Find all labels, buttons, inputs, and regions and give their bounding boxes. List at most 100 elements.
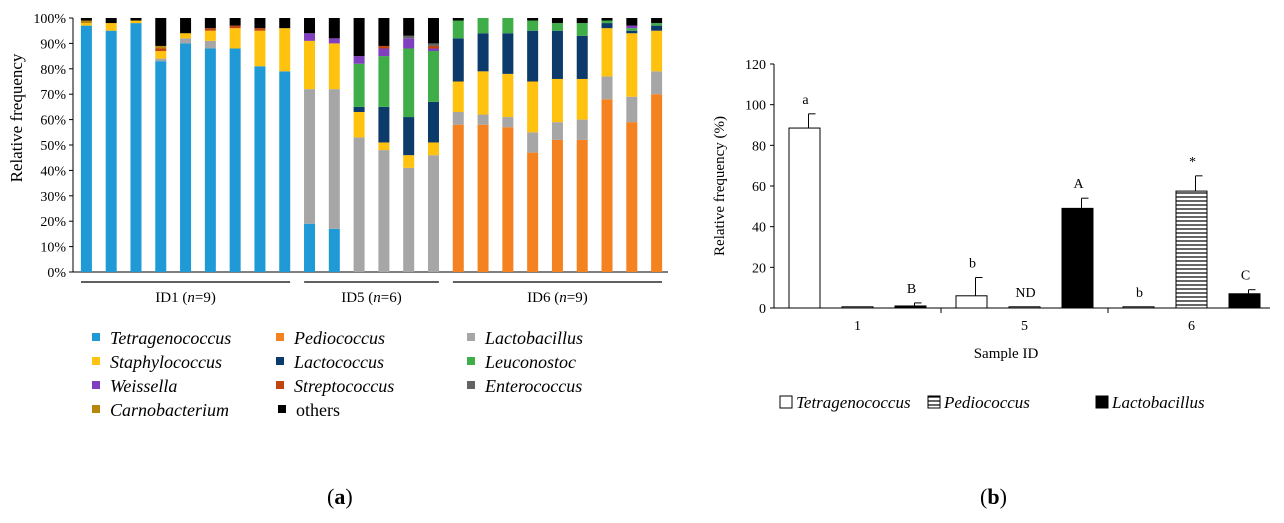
group-labels-a: ID1 (n=9) ID5 (n=6) ID6 (n=9) xyxy=(81,281,662,306)
bar-segment-staphylococcus xyxy=(403,155,415,168)
x-axis-label-b: Sample ID xyxy=(974,346,1039,362)
bar-segment-pediococcus xyxy=(551,139,563,272)
sample-bar xyxy=(502,18,514,272)
x-tick-label-b: 1 xyxy=(854,319,861,334)
bar-segment-staphylococcus xyxy=(551,78,563,123)
bar-segment-others xyxy=(626,18,638,26)
sample-bar xyxy=(403,18,415,272)
bar-segment-streptococcus xyxy=(229,25,241,29)
bar-segment-pediococcus xyxy=(601,99,613,272)
sample-bar xyxy=(427,18,439,272)
bar-segment-staphylococcus xyxy=(527,81,539,133)
sample-bar xyxy=(130,18,142,272)
sample-bar xyxy=(551,18,563,272)
significance-label: C xyxy=(1241,269,1250,284)
bar-segment-leuconostoc xyxy=(502,18,514,34)
legend-item-pediococcus: Pediococcus xyxy=(927,393,1030,412)
legend-label: Staphylococcus xyxy=(110,352,222,372)
x-tick-label-b: 6 xyxy=(1188,319,1195,334)
bar-segment-staphylococcus xyxy=(204,30,216,41)
bar-segment-lactococcus xyxy=(576,35,588,79)
legend-swatch xyxy=(467,357,475,365)
legend-swatch xyxy=(467,381,475,389)
y-tick-label-a: 50% xyxy=(40,139,66,154)
bar-segment-pediococcus xyxy=(651,94,663,272)
bar-segment-leuconostoc xyxy=(403,48,415,118)
y-tick-label-a: 10% xyxy=(40,241,66,256)
bar-segment-tetragenococcus xyxy=(254,66,266,272)
legend-item-streptococcus: Streptococcus xyxy=(276,376,394,396)
bar-segment-lactobacillus xyxy=(427,155,439,272)
legend-label: Lactobacillus xyxy=(1111,393,1205,412)
bar-lactobacillus xyxy=(894,305,927,309)
y-tick-label-b: 60 xyxy=(752,180,766,195)
bar-segment-tetragenococcus xyxy=(180,43,192,273)
sample-bar xyxy=(105,18,117,273)
bar-segment-leuconostoc xyxy=(427,51,439,102)
bar-segment-others xyxy=(403,18,415,36)
y-tick-label-a: 80% xyxy=(40,63,66,78)
bar-segment-pediococcus xyxy=(502,127,514,272)
bar-segment-lactobacillus xyxy=(378,150,390,272)
bar-segment-lactococcus xyxy=(403,117,415,156)
legend-item-others: others xyxy=(278,400,340,420)
bar-segment-staphylococcus xyxy=(502,73,514,118)
bar-segment-lactococcus xyxy=(626,30,638,34)
bar-segment-staphylococcus xyxy=(651,30,663,72)
bar-segment-staphylococcus xyxy=(130,20,142,24)
bar-segment-enterococcus xyxy=(403,35,415,39)
bar-segment-lactobacillus xyxy=(328,89,340,229)
significance-label: B xyxy=(907,282,916,297)
y-tick-label-b: 80 xyxy=(752,139,766,154)
bars-a xyxy=(80,18,663,273)
bar-segment-others xyxy=(180,18,192,34)
bar-segment-leuconostoc xyxy=(651,23,663,26)
bar-segment-staphylococcus xyxy=(254,30,266,67)
bar-segment-weissella xyxy=(403,38,415,49)
bar-segment-others xyxy=(279,18,291,29)
sample-bar xyxy=(80,18,92,273)
legend-swatch xyxy=(467,333,475,341)
bar-segment-weissella xyxy=(427,48,439,52)
bar-segment-lactococcus xyxy=(477,33,489,72)
bar-segment-weissella xyxy=(378,48,390,57)
bar-segment-carnobacterium xyxy=(155,45,167,49)
bar-segment-streptococcus xyxy=(378,45,390,49)
significance-label: * xyxy=(1189,155,1196,170)
bar-segment-others xyxy=(427,18,439,44)
bar-segment-lactobacillus xyxy=(477,114,489,125)
bar-segment-others xyxy=(651,18,663,24)
legend-b: Tetragenococcus Pediococcus Lactobacillus xyxy=(779,393,1205,412)
legend-swatch xyxy=(92,381,100,389)
bar-segment-staphylococcus xyxy=(155,51,167,59)
bar-segment-leuconostoc xyxy=(452,20,464,39)
legend-item-carnobacterium: Carnobacterium xyxy=(92,400,229,420)
bar-segment-lactobacillus xyxy=(576,119,588,140)
sample-bar xyxy=(651,18,663,272)
legend-item-enterococcus: Enterococcus xyxy=(467,376,582,396)
bar-segment-tetragenococcus xyxy=(279,71,291,272)
bar-segment-staphylococcus xyxy=(576,78,588,120)
bar-segment-leuconostoc xyxy=(378,56,390,107)
bar-segment-staphylococcus xyxy=(477,71,489,115)
x-tick-label-b: 5 xyxy=(1021,319,1028,334)
bar-segment-others xyxy=(204,18,216,29)
bar-segment-streptococcus xyxy=(155,48,167,52)
bar-segment-staphylococcus xyxy=(601,28,613,77)
bar-tetragenococcus xyxy=(1122,306,1155,309)
sample-bar xyxy=(353,18,365,272)
bar-segment-others xyxy=(80,18,92,21)
bar-segment-tetragenococcus xyxy=(155,61,167,273)
bar-segment-streptococcus xyxy=(427,45,439,49)
bar-segment-pediococcus xyxy=(477,124,489,273)
bar-segment-others xyxy=(601,18,613,21)
bar-segment-lactococcus xyxy=(353,106,365,112)
legend-item-lactobacillus: Lactobacillus xyxy=(1095,393,1205,412)
sample-bar xyxy=(328,18,340,272)
bar-segment-staphylococcus xyxy=(626,33,638,97)
bar-pediococcus xyxy=(841,306,874,309)
legend-label: Carnobacterium xyxy=(110,400,229,420)
bar-segment-pediococcus xyxy=(576,139,588,272)
sample-bar xyxy=(304,18,316,272)
legend-label: Streptococcus xyxy=(294,376,394,396)
